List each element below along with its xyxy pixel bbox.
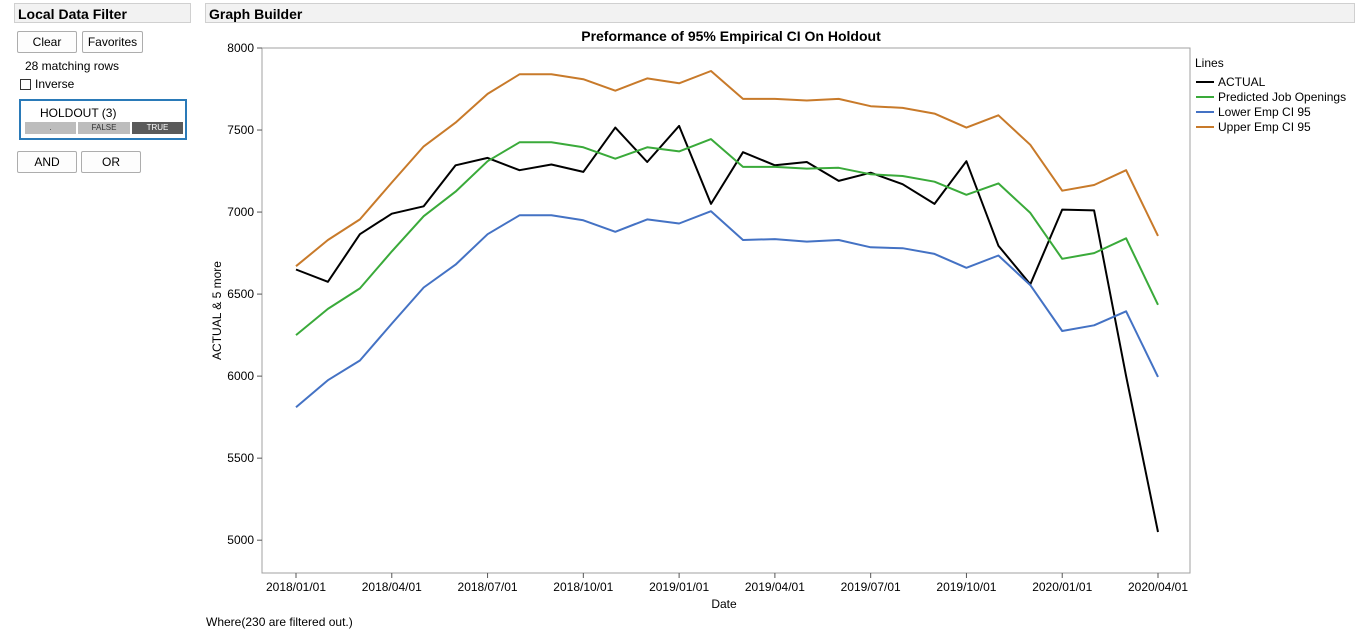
segment-true[interactable]: TRUE [132,122,183,134]
chart-title: Preformance of 95% Empirical CI On Holdo… [581,28,881,44]
holdout-title: HOLDOUT (3) [40,106,117,120]
y-tick-label: 6000 [227,369,254,383]
and-button[interactable]: AND [17,151,77,173]
y-tick-label: 8000 [227,41,254,55]
series-line-3 [295,70,1159,267]
local-data-filter-header[interactable]: Local Data Filter [14,3,191,23]
legend-label-0: ACTUAL [1218,75,1266,89]
graph-builder-header[interactable]: Graph Builder [205,3,1355,23]
y-tick-label: 7500 [227,123,254,137]
x-tick-label: 2018/01/01 [266,580,326,594]
y-tick-label: 5000 [227,533,254,547]
y-axis-label: ACTUAL & 5 more [210,261,224,360]
x-axis-label: Date [711,597,737,611]
series-line-0 [295,124,1159,533]
x-tick-label: 2018/07/01 [458,580,518,594]
inverse-checkbox[interactable] [20,79,31,90]
matching-rows-text: 28 matching rows [25,59,120,73]
holdout-filter[interactable]: HOLDOUT (3) . FALSE TRUE [19,99,187,140]
where-filter-text: Where(230 are filtered out.) [206,615,353,629]
segment-dot[interactable]: . [25,122,76,134]
series-line-2 [295,210,1159,409]
legend-label-1: Predicted Job Openings [1218,90,1346,104]
x-tick-label: 2019/04/01 [745,580,805,594]
or-button[interactable]: OR [81,151,141,173]
y-tick-label: 7000 [227,205,254,219]
x-tick-label: 2019/07/01 [841,580,901,594]
series-line-1 [295,138,1159,336]
segment-false[interactable]: FALSE [78,122,130,134]
x-tick-label: 2018/04/01 [362,580,422,594]
x-tick-label: 2020/01/01 [1032,580,1092,594]
y-tick-label: 5500 [227,451,254,465]
clear-button[interactable]: Clear [17,31,77,53]
favorites-button[interactable]: Favorites [82,31,143,53]
x-tick-label: 2019/10/01 [936,580,996,594]
inverse-label: Inverse [35,77,75,91]
y-tick-label: 6500 [227,287,254,301]
x-tick-label: 2019/01/01 [649,580,709,594]
legend-label-2: Lower Emp CI 95 [1218,105,1311,119]
plot-frame [261,47,1191,574]
x-tick-label: 2018/10/01 [553,580,613,594]
legend-label-3: Upper Emp CI 95 [1218,120,1311,134]
legend-title: Lines [1195,56,1224,70]
x-tick-label: 2020/04/01 [1128,580,1188,594]
